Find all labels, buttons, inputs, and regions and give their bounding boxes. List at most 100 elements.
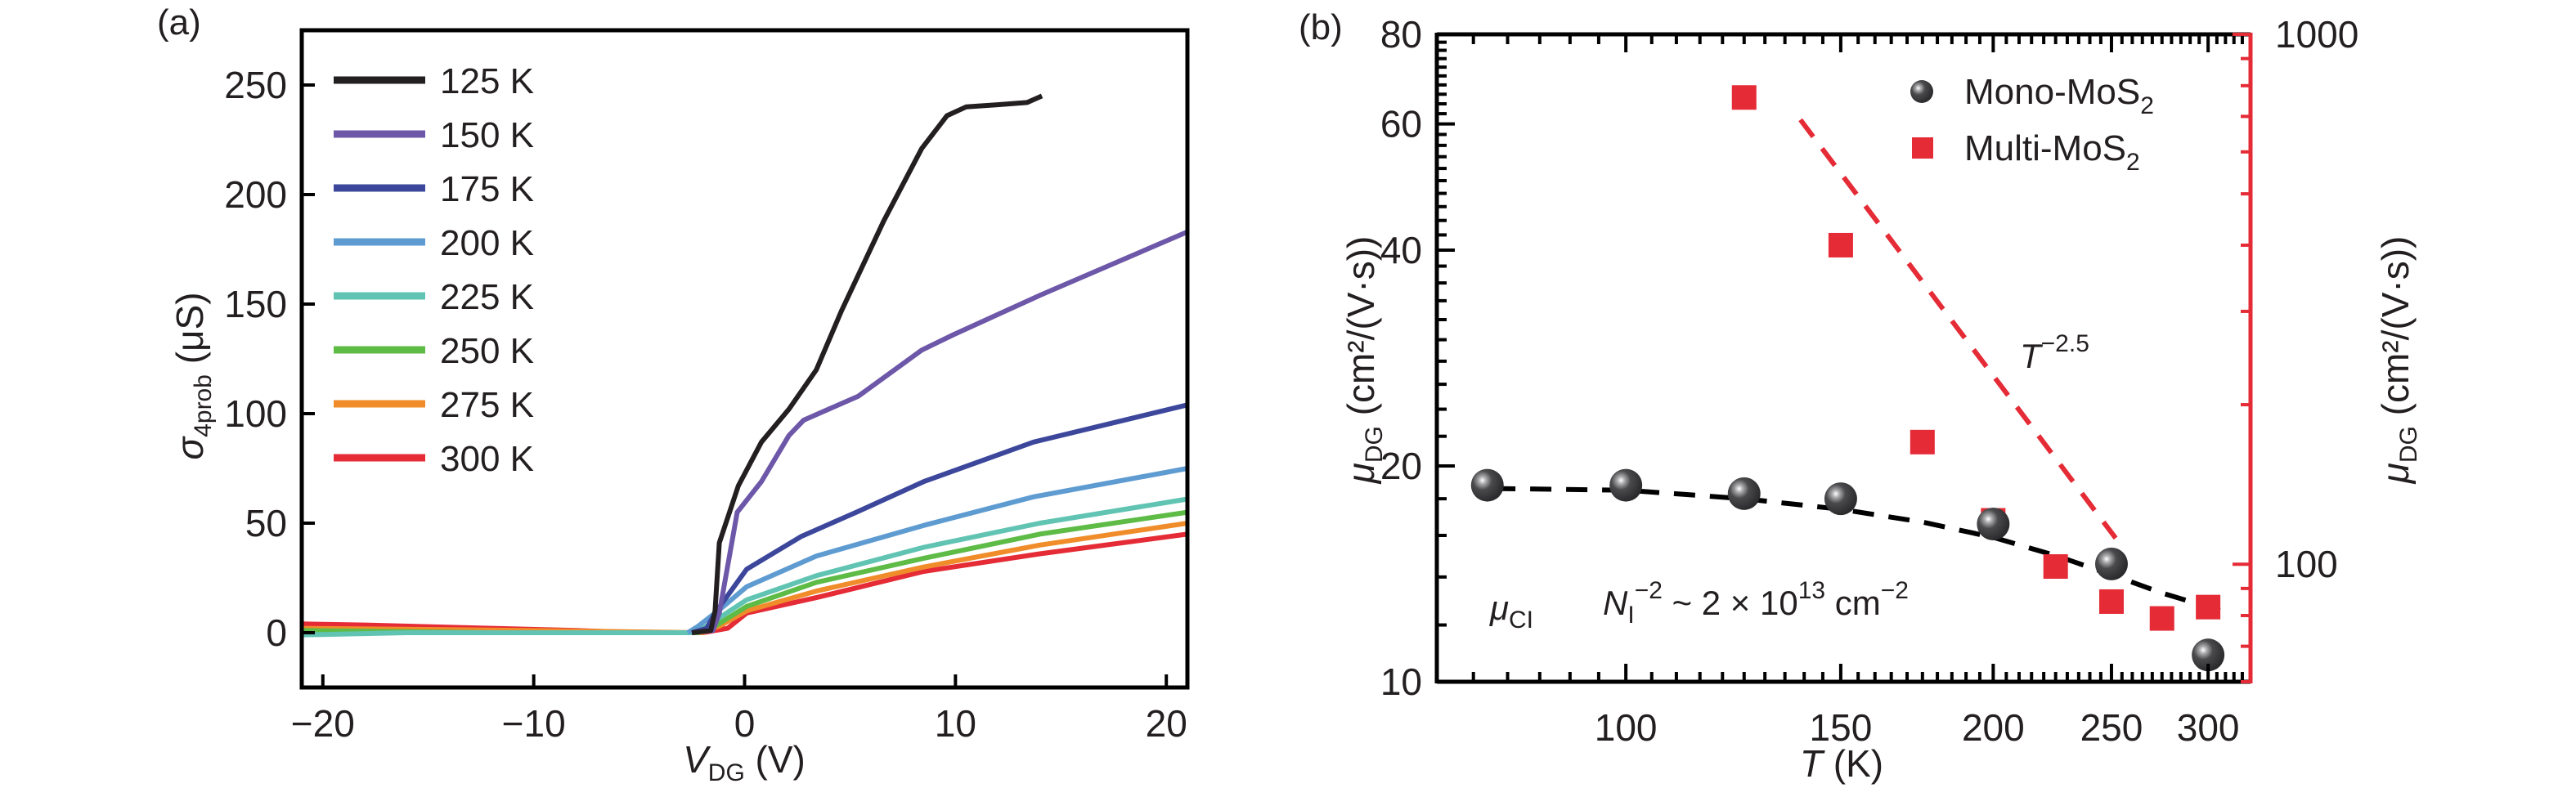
y-tick-label: 150 bbox=[224, 283, 287, 325]
panel-a: (a) −20 −10 0 10 20 0 50 100 150 200 250 125 K 150… bbox=[157, 2, 1190, 786]
y-tick-label: 250 bbox=[224, 64, 287, 106]
x-tick-label: 100 bbox=[1595, 706, 1658, 749]
curve-300k bbox=[301, 531, 1188, 635]
legend-label: Multi-MoS2 bbox=[1964, 128, 2140, 176]
curve-225k bbox=[301, 496, 1188, 638]
density-n-sup: −2 bbox=[1635, 577, 1663, 604]
y-tick-label: 80 bbox=[1380, 13, 1422, 56]
panel-a-y-ticks: 0 50 100 150 200 250 bbox=[224, 64, 315, 654]
legend-label: 150 K bbox=[440, 115, 534, 155]
b-y2-label-unit: (cm²/(V·s)) bbox=[2374, 236, 2417, 426]
x-label-sub: DG bbox=[708, 759, 745, 786]
panel-b-x-ticks: 100 150 200 250 300 bbox=[1471, 34, 2244, 749]
legend-label: 300 K bbox=[440, 439, 534, 479]
y-tick-label: 100 bbox=[224, 392, 287, 435]
x-label-main: V bbox=[683, 738, 711, 781]
density-n-sub: I bbox=[1627, 602, 1634, 629]
y-label-unit: (μS) bbox=[168, 292, 211, 374]
legend-name: Mono-MoS bbox=[1964, 72, 2140, 112]
multi-mos2-point bbox=[2098, 589, 2124, 614]
legend-label: 250 K bbox=[440, 331, 534, 371]
legend-label: 225 K bbox=[440, 277, 534, 317]
panel-b-y-axis-label: μDG (cm²/(V·s)) bbox=[1340, 236, 1388, 485]
x-tick-label: 300 bbox=[2177, 706, 2240, 749]
density-annotation: NI−2 ~ 2 × 1013 cm−2 bbox=[1603, 577, 1909, 629]
panel-a-x-ticks: −20 −10 0 10 20 bbox=[291, 674, 1187, 745]
legend-subscript: 2 bbox=[2126, 149, 2140, 176]
panel-b-y2-ticks: 100 1000 bbox=[2233, 13, 2358, 683]
legend-label: 125 K bbox=[440, 61, 534, 101]
x-tick-label: 150 bbox=[1810, 706, 1873, 749]
power-law-main: T bbox=[2020, 337, 2044, 375]
b-y-label-sub: DG bbox=[1361, 426, 1388, 463]
panel-b: (b) 100 150 200 250 300 10 20 40 60 80 100 1000 M… bbox=[1299, 7, 2422, 785]
x-tick-label: 20 bbox=[1146, 702, 1187, 745]
panel-b-y-ticks: 10 20 40 60 80 bbox=[1380, 13, 1455, 703]
mono-mos2-point bbox=[1977, 507, 2010, 540]
panel-b-x-axis-label: T (K) bbox=[1800, 742, 1883, 785]
multi-mos2-point bbox=[1910, 429, 1935, 454]
b-y-label-main: μ bbox=[1340, 463, 1382, 484]
power-law-annotation: T−2.5 bbox=[2020, 330, 2089, 375]
y-tick-label: 40 bbox=[1380, 229, 1422, 271]
power-law-sup: −2.5 bbox=[2041, 330, 2089, 357]
legend-multi-marker bbox=[1912, 137, 1933, 159]
panel-b-fit-lines bbox=[1494, 118, 2227, 615]
multi-fit-line bbox=[1798, 118, 2118, 540]
y-label-main: σ bbox=[168, 436, 211, 460]
panel-b-label: (b) bbox=[1299, 7, 1343, 47]
x-tick-label: 0 bbox=[734, 702, 756, 745]
mu-ci-sub: CI bbox=[1509, 607, 1533, 634]
mu-ci-main: μ bbox=[1489, 589, 1509, 627]
panel-a-label: (a) bbox=[157, 2, 201, 43]
y-tick-label: 20 bbox=[1380, 445, 1422, 487]
multi-mos2-point bbox=[2149, 606, 2174, 631]
panel-a-x-axis-label: VDG (V) bbox=[683, 738, 806, 786]
b-y-label-unit: (cm²/(V·s)) bbox=[1340, 236, 1382, 426]
y-tick-label: 60 bbox=[1380, 103, 1422, 146]
b-x-label-main: T bbox=[1800, 742, 1825, 785]
density-unit-exp: −2 bbox=[1881, 577, 1909, 604]
legend-label: Mono-MoS2 bbox=[1964, 72, 2154, 119]
multi-mos2-point bbox=[2196, 594, 2221, 620]
density-mid: ~ 2 × 10 bbox=[1663, 584, 1798, 622]
mono-mos2-point bbox=[1824, 482, 1857, 516]
multi-mos2-point bbox=[1731, 85, 1757, 110]
mono-fit-line bbox=[1494, 486, 2227, 615]
y-label-sub: 4prob bbox=[190, 374, 217, 437]
legend-label: 200 K bbox=[440, 223, 534, 263]
y2-tick-label: 1000 bbox=[2275, 13, 2358, 56]
y-tick-label: 200 bbox=[224, 173, 287, 216]
curve-150k bbox=[691, 229, 1189, 635]
b-y2-label-sub: DG bbox=[2395, 426, 2422, 463]
panel-b-points bbox=[1470, 85, 2225, 672]
y-tick-label: 50 bbox=[245, 502, 287, 544]
density-unit: cm bbox=[1825, 584, 1881, 622]
legend-name: Multi-MoS bbox=[1964, 128, 2126, 168]
mono-mos2-point bbox=[1609, 468, 1643, 502]
legend-subscript: 2 bbox=[2140, 92, 2154, 119]
multi-mos2-point bbox=[1828, 232, 1853, 257]
legend-label: 175 K bbox=[440, 169, 534, 209]
mono-mos2-point bbox=[1727, 477, 1761, 510]
mono-mos2-point bbox=[2192, 638, 2225, 672]
legend-label: 275 K bbox=[440, 385, 534, 425]
multi-mos2-point bbox=[2043, 554, 2068, 580]
panel-a-curves bbox=[301, 93, 1189, 638]
y-tick-label: 0 bbox=[266, 611, 287, 654]
density-n: N bbox=[1603, 584, 1628, 622]
density-exp: 13 bbox=[1798, 577, 1825, 604]
x-tick-label: 200 bbox=[1962, 706, 2025, 749]
panel-a-legend: 125 K 150 K 175 K 200 K 225 K 250 K 275 K 300 K bbox=[334, 61, 534, 479]
b-x-label-unit: (K) bbox=[1823, 742, 1883, 785]
curve-175k bbox=[691, 402, 1188, 635]
b-y2-label-main: μ bbox=[2374, 463, 2417, 484]
legend-mono-marker bbox=[1910, 80, 1933, 103]
x-tick-label: −20 bbox=[291, 702, 355, 745]
x-tick-label: −10 bbox=[502, 702, 566, 745]
x-label-unit: (V) bbox=[745, 738, 806, 781]
curve-200k bbox=[686, 466, 1188, 635]
y2-tick-label: 100 bbox=[2275, 543, 2338, 585]
